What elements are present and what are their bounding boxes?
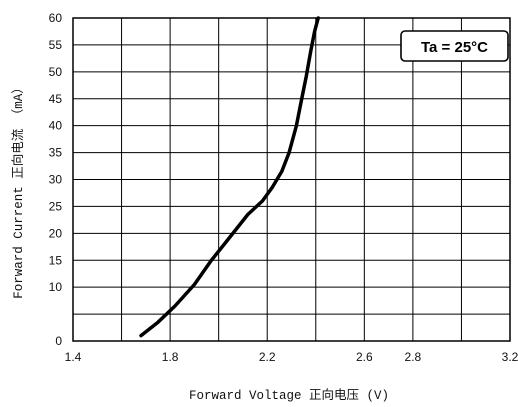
x-axis-title: Forward Voltage 正向电压 (V) bbox=[189, 387, 389, 403]
x-tick-label: 3.2 bbox=[502, 350, 518, 364]
y-tick-label: 20 bbox=[49, 226, 63, 240]
y-tick-label: 55 bbox=[49, 38, 63, 52]
y-tick-label: 25 bbox=[49, 199, 63, 213]
x-tick-label: 2.8 bbox=[405, 350, 422, 364]
y-tick-label: 50 bbox=[49, 65, 63, 79]
y-tick-label: 0 bbox=[55, 334, 62, 348]
x-tick-label: 1.8 bbox=[162, 350, 179, 364]
annotation-box bbox=[400, 30, 509, 62]
series-layer bbox=[139, 16, 320, 338]
tick-labels: 1.4 1.8 2.2 2.6 2.8 3.2 0 10 15 20 25 30 35 40 45 50 55 6… bbox=[49, 11, 518, 364]
temperature-annotation: Ta = 25°C bbox=[400, 30, 509, 62]
grid bbox=[73, 18, 510, 341]
forward-current-curve bbox=[139, 16, 320, 338]
y-tick-label: 40 bbox=[49, 119, 63, 133]
x-tick-label: 2.6 bbox=[356, 350, 373, 364]
y-tick-label: 45 bbox=[49, 92, 63, 106]
y-tick-label: 10 bbox=[49, 280, 63, 294]
y-tick-label: 60 bbox=[49, 11, 63, 25]
y-axis-title: Forward Current 正向电流 （mA） bbox=[10, 81, 26, 299]
y-tick-label: 15 bbox=[49, 253, 63, 267]
x-tick-label: 2.2 bbox=[259, 350, 276, 364]
x-tick-label: 1.4 bbox=[65, 350, 82, 364]
y-tick-label: 35 bbox=[49, 146, 63, 160]
plot-frame bbox=[72, 17, 511, 342]
y-tick-label: 30 bbox=[49, 173, 63, 187]
annotation-text: Ta = 25°C bbox=[421, 39, 488, 56]
